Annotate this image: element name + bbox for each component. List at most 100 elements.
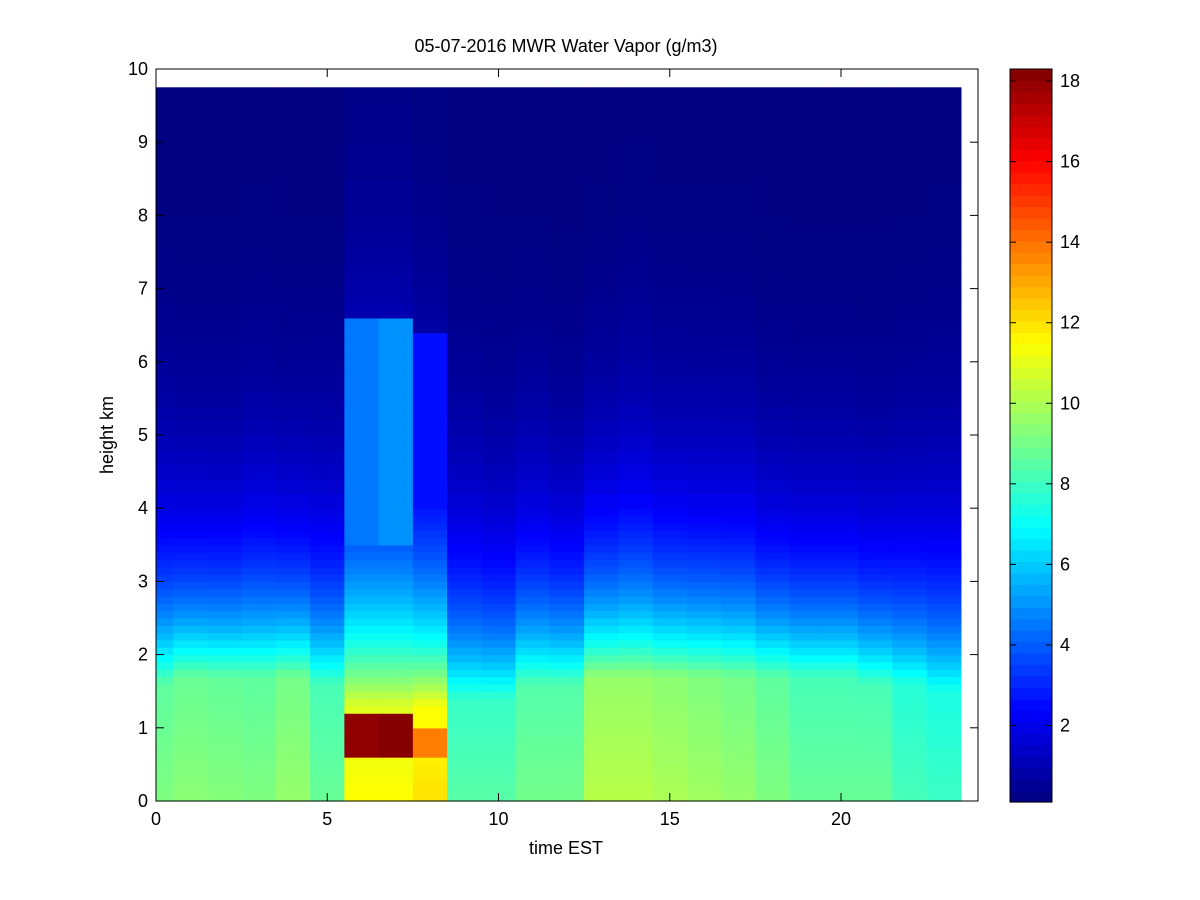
heatmap-cell [207,581,243,590]
heatmap-cell [156,464,174,480]
heatmap-cell [344,244,380,260]
heatmap-cell [156,683,174,692]
heatmap-cell [173,727,208,736]
heatmap-cell [892,376,928,392]
heatmap-cell [858,87,893,107]
heatmap-cell [549,142,585,180]
heatmap-cell [721,757,756,765]
heatmap-cell [823,771,859,780]
heatmap-cell [241,105,277,143]
heatmap-cell [652,376,688,392]
heatmap-cell [344,376,380,392]
heatmap-cell [858,376,893,392]
heatmap-cell [378,493,414,509]
heatmap-cell [686,603,722,612]
heatmap-cell [584,464,619,480]
heatmap-cell [926,347,962,363]
heatmap-cell [173,713,208,722]
heatmap-cell [823,273,859,290]
heatmap-cell [721,574,756,582]
heatmap-cell [275,347,311,363]
colorbar-swatch [1010,355,1052,368]
heatmap-cell [755,493,791,509]
heatmap-cell [207,559,243,568]
heatmap-cell [481,288,517,304]
heatmap-cell [412,87,448,107]
heatmap-cell [789,435,825,451]
heatmap-cell [584,749,619,758]
heatmap-cell [412,522,448,531]
heatmap-cell [892,610,928,619]
heatmap-cell [823,596,859,604]
heatmap-cell [310,449,345,465]
heatmap-cell [789,508,825,517]
heatmap-cell [584,683,619,692]
heatmap-cell [207,391,243,407]
heatmap-cell [412,559,448,568]
heatmap-cell [584,639,619,648]
heatmap-cell [241,735,277,744]
heatmap-cell [584,720,619,729]
heatmap-cell [156,244,174,260]
heatmap-cell [618,347,654,363]
heatmap-cell [344,142,380,180]
heatmap-cell [241,581,277,590]
heatmap-cell [823,603,859,612]
heatmap-cell [207,786,243,795]
heatmap-cell [515,588,551,597]
heatmap-cell [721,142,756,180]
heatmap-cell [755,705,791,714]
heatmap-cell [310,361,345,378]
heatmap-cell [789,347,825,363]
heatmap-cell [173,603,208,612]
heatmap-cell [447,654,482,663]
heatmap-cell [858,537,893,546]
heatmap-cell [823,691,859,700]
heatmap-cell [858,771,893,780]
heatmap-cell [275,676,311,685]
heatmap-cell [481,347,517,363]
heatmap-cell [412,771,448,780]
heatmap-cell [241,632,277,641]
heatmap-cell [584,405,619,421]
heatmap-cell [926,683,962,692]
colorbar-swatch [1010,607,1052,620]
heatmap-cell [686,515,722,524]
heatmap-cell [412,493,448,509]
heatmap-cell [310,87,345,107]
heatmap-cell [173,610,208,619]
heatmap-cell [173,596,208,604]
heatmap-cell [549,288,585,304]
heatmap-cell [515,376,551,392]
heatmap-cell [686,713,722,722]
heatmap-cell [515,574,551,582]
heatmap-cell [515,610,551,619]
heatmap-cell [926,376,962,392]
heatmap-cell [755,588,791,597]
heatmap-cell [755,515,791,524]
heatmap-cell [721,522,756,531]
heatmap-cell [858,779,893,787]
heatmap-cell [412,508,448,517]
heatmap-cell [926,435,962,451]
heatmap-cell [686,749,722,758]
heatmap-cell [858,757,893,765]
heatmap-cell [412,259,448,275]
heatmap-cell [378,478,414,495]
heatmap-cell [515,361,551,378]
colorbar-tick-label: 10 [1060,393,1080,413]
heatmap-cell [618,647,654,656]
heatmap-cell [275,742,311,751]
heatmap-cell [755,530,791,539]
heatmap-cell [515,647,551,656]
heatmap-cell [241,537,277,546]
heatmap-cell [721,588,756,597]
heatmap-cell [412,215,448,231]
heatmap-cell [652,588,688,597]
colorbar-swatch [1010,584,1052,597]
heatmap-cell [721,639,756,648]
heatmap-cell [686,259,722,275]
heatmap-cell [173,757,208,765]
heatmap-cell [275,786,311,795]
heatmap-cell [789,105,825,143]
